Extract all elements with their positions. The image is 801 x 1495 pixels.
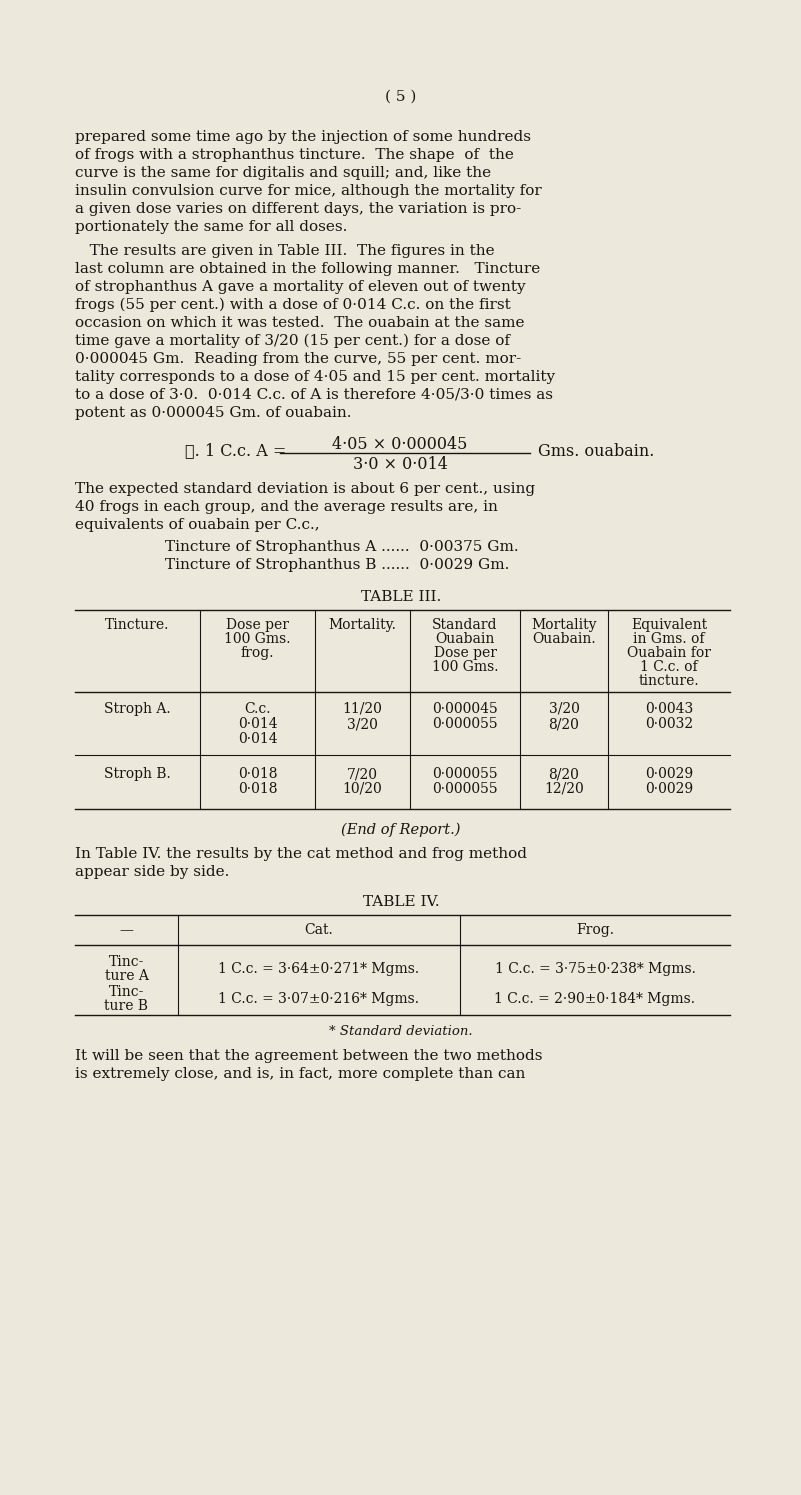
Text: 3·0 × 0·014: 3·0 × 0·014	[352, 456, 448, 472]
Text: Dose per: Dose per	[433, 646, 497, 659]
Text: 0·014: 0·014	[238, 733, 277, 746]
Text: a given dose varies on different days, the variation is pro-: a given dose varies on different days, t…	[75, 202, 521, 215]
Text: 0·018: 0·018	[238, 782, 277, 795]
Text: curve is the same for digitalis and squill; and, like the: curve is the same for digitalis and squi…	[75, 166, 491, 179]
Text: Dose per: Dose per	[226, 617, 289, 632]
Text: of strophanthus A gave a mortality of eleven out of twenty: of strophanthus A gave a mortality of el…	[75, 280, 525, 295]
Text: TABLE III.: TABLE III.	[361, 591, 441, 604]
Text: 0·0029: 0·0029	[645, 782, 693, 795]
Text: is extremely close, and is, in fact, more complete than can: is extremely close, and is, in fact, mor…	[75, 1067, 525, 1081]
Text: 0·018: 0·018	[238, 767, 277, 780]
Text: Mortality: Mortality	[531, 617, 597, 632]
Text: Cat.: Cat.	[304, 922, 333, 937]
Text: Gms. ouabain.: Gms. ouabain.	[538, 443, 654, 459]
Text: 0·0032: 0·0032	[645, 718, 693, 731]
Text: 0·000055: 0·000055	[433, 767, 497, 780]
Text: Frog.: Frog.	[576, 922, 614, 937]
Text: 8/20: 8/20	[549, 767, 579, 780]
Text: * Standard deviation.: * Standard deviation.	[329, 1026, 473, 1038]
Text: 4·05 × 0·000045: 4·05 × 0·000045	[332, 437, 468, 453]
Text: It will be seen that the agreement between the two methods: It will be seen that the agreement betwe…	[75, 1049, 542, 1063]
Text: prepared some time ago by the injection of some hundreds: prepared some time ago by the injection …	[75, 130, 531, 144]
Text: Stroph B.: Stroph B.	[104, 767, 171, 780]
Text: 0·014: 0·014	[238, 718, 277, 731]
Text: TABLE IV.: TABLE IV.	[363, 896, 439, 909]
Text: in Gms. of: in Gms. of	[634, 632, 705, 646]
Text: 8/20: 8/20	[549, 718, 579, 731]
Text: Tinc-: Tinc-	[109, 985, 144, 999]
Text: Tincture of Strophanthus B ......  0·0029 Gm.: Tincture of Strophanthus B ...... 0·0029…	[165, 558, 509, 573]
Text: Stroph A.: Stroph A.	[104, 703, 171, 716]
Text: portionately the same for all doses.: portionately the same for all doses.	[75, 220, 348, 235]
Text: ture B: ture B	[104, 999, 148, 1014]
Text: Tinc-: Tinc-	[109, 955, 144, 969]
Text: Equivalent: Equivalent	[631, 617, 707, 632]
Text: appear side by side.: appear side by side.	[75, 866, 229, 879]
Text: tincture.: tincture.	[638, 674, 699, 688]
Text: 0·000045: 0·000045	[432, 703, 498, 716]
Text: last column are obtained in the following manner.   Tincture: last column are obtained in the followin…	[75, 262, 540, 277]
Text: of frogs with a strophanthus tincture.  The shape  of  the: of frogs with a strophanthus tincture. T…	[75, 148, 514, 161]
Text: 0·000055: 0·000055	[433, 718, 497, 731]
Text: The expected standard deviation is about 6 per cent., using: The expected standard deviation is about…	[75, 481, 535, 496]
Text: 0·0029: 0·0029	[645, 767, 693, 780]
Text: 1 C.c. = 3·64±0·271* Mgms.: 1 C.c. = 3·64±0·271* Mgms.	[219, 961, 420, 976]
Text: Ouabain.: Ouabain.	[532, 632, 596, 646]
Text: occasion on which it was tested.  The ouabain at the same: occasion on which it was tested. The oua…	[75, 315, 525, 330]
Text: 1 C.c. = 3·07±0·216* Mgms.: 1 C.c. = 3·07±0·216* Mgms.	[219, 993, 420, 1006]
Text: 1 C.c. of: 1 C.c. of	[640, 659, 698, 674]
Text: 0·000045 Gm.  Reading from the curve, 55 per cent. mor-: 0·000045 Gm. Reading from the curve, 55 …	[75, 351, 521, 366]
Text: time gave a mortality of 3/20 (15 per cent.) for a dose of: time gave a mortality of 3/20 (15 per ce…	[75, 333, 510, 348]
Text: In Table IV. the results by the cat method and frog method: In Table IV. the results by the cat meth…	[75, 848, 527, 861]
Text: 11/20: 11/20	[343, 703, 382, 716]
Text: tality corresponds to a dose of 4·05 and 15 per cent. mortality: tality corresponds to a dose of 4·05 and…	[75, 369, 555, 384]
Text: ture A: ture A	[105, 969, 148, 984]
Text: 3/20: 3/20	[347, 718, 378, 731]
Text: equivalents of ouabain per C.c.,: equivalents of ouabain per C.c.,	[75, 517, 320, 532]
Text: 100 Gms.: 100 Gms.	[224, 632, 291, 646]
Text: Ouabain for: Ouabain for	[627, 646, 711, 659]
Text: Ouabain: Ouabain	[435, 632, 495, 646]
Text: 100 Gms.: 100 Gms.	[432, 659, 498, 674]
Text: 12/20: 12/20	[544, 782, 584, 795]
Text: 7/20: 7/20	[347, 767, 378, 780]
Text: C.c.: C.c.	[244, 703, 271, 716]
Text: potent as 0·000045 Gm. of ouabain.: potent as 0·000045 Gm. of ouabain.	[75, 407, 352, 420]
Text: (End of Report.): (End of Report.)	[341, 824, 461, 837]
Text: 10/20: 10/20	[343, 782, 382, 795]
Text: 40 frogs in each group, and the average results are, in: 40 frogs in each group, and the average …	[75, 499, 498, 514]
Text: 0·000055: 0·000055	[433, 782, 497, 795]
Text: Tincture.: Tincture.	[105, 617, 170, 632]
Text: Mortality.: Mortality.	[328, 617, 396, 632]
Text: 3/20: 3/20	[549, 703, 579, 716]
Text: ( 5 ): ( 5 )	[385, 90, 417, 105]
Text: insulin convulsion curve for mice, although the mortality for: insulin convulsion curve for mice, altho…	[75, 184, 541, 197]
Text: The results are given in Table III.  The figures in the: The results are given in Table III. The …	[75, 244, 495, 259]
Text: 0·0043: 0·0043	[645, 703, 693, 716]
Text: to a dose of 3·0.  0·014 C.c. of A is therefore 4·05/3·0 times as: to a dose of 3·0. 0·014 C.c. of A is the…	[75, 389, 553, 402]
Text: —: —	[119, 922, 134, 937]
Text: 1 C.c. = 3·75±0·238* Mgms.: 1 C.c. = 3·75±0·238* Mgms.	[494, 961, 695, 976]
Text: frog.: frog.	[241, 646, 274, 659]
Text: Standard: Standard	[433, 617, 497, 632]
Text: Tincture of Strophanthus A ......  0·00375 Gm.: Tincture of Strophanthus A ...... 0·0037…	[165, 540, 518, 555]
Text: ∴. 1 C.c. A =: ∴. 1 C.c. A =	[185, 443, 287, 459]
Text: 1 C.c. = 2·90±0·184* Mgms.: 1 C.c. = 2·90±0·184* Mgms.	[494, 993, 695, 1006]
Text: frogs (55 per cent.) with a dose of 0·014 C.c. on the first: frogs (55 per cent.) with a dose of 0·01…	[75, 298, 511, 312]
